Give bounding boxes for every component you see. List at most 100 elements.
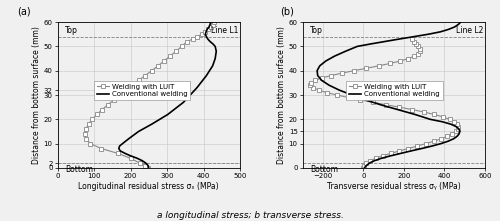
Text: (b): (b): [280, 6, 294, 16]
Conventional welding: [395, 108, 401, 111]
Text: Line L1: Line L1: [211, 27, 238, 36]
Welding with LUIT: [116, 94, 122, 96]
Conventional welding: [448, 123, 454, 126]
Welding with LUIT: [178, 45, 184, 48]
Welding with LUIT: [83, 128, 89, 130]
Y-axis label: Distance from bottom surface (mm): Distance from bottom surface (mm): [277, 26, 286, 164]
Text: Line L2: Line L2: [456, 27, 483, 36]
Conventional welding: [349, 94, 355, 96]
Conventional welding: [145, 164, 151, 167]
Conventional welding: [452, 26, 458, 28]
Welding with LUIT: [345, 96, 351, 99]
Welding with LUIT: [89, 118, 95, 121]
Welding with LUIT: [82, 133, 88, 135]
Conventional welding: [208, 21, 214, 23]
Welding with LUIT: [155, 65, 161, 67]
Welding with LUIT: [184, 40, 190, 43]
Welding with LUIT: [210, 21, 216, 23]
Conventional welding: [457, 130, 463, 133]
Conventional welding: [362, 167, 368, 169]
Welding with LUIT: [111, 99, 117, 101]
Welding with LUIT: [145, 167, 151, 169]
Welding with LUIT: [167, 55, 173, 57]
Welding with LUIT: [208, 26, 214, 28]
Conventional welding: [122, 152, 128, 155]
Conventional welding: [396, 38, 402, 40]
Conventional welding: [445, 140, 451, 143]
Conventional welding: [212, 57, 218, 60]
Conventional welding: [180, 101, 186, 104]
Welding with LUIT: [86, 123, 91, 126]
Conventional welding: [118, 150, 124, 152]
Conventional welding: [207, 40, 213, 43]
Conventional welding: [314, 69, 320, 72]
X-axis label: Longitudinal residual stress σₓ (MPa): Longitudinal residual stress σₓ (MPa): [78, 182, 219, 191]
Conventional welding: [323, 60, 329, 62]
Conventional welding: [210, 43, 216, 45]
Welding with LUIT: [414, 145, 420, 147]
Welding with LUIT: [148, 69, 154, 72]
Line: Welding with LUIT: Welding with LUIT: [83, 18, 216, 170]
Conventional welding: [388, 154, 394, 157]
Conventional welding: [398, 152, 404, 155]
Conventional welding: [120, 142, 126, 145]
Conventional welding: [454, 135, 460, 138]
Conventional welding: [408, 150, 414, 152]
Legend: Welding with LUIT, Conventional welding: Welding with LUIT, Conventional welding: [346, 81, 442, 100]
Conventional welding: [207, 23, 213, 26]
Welding with LUIT: [161, 60, 167, 62]
Welding with LUIT: [128, 157, 134, 160]
Welding with LUIT: [202, 30, 208, 33]
Conventional welding: [204, 35, 210, 38]
Welding with LUIT: [212, 18, 218, 21]
Conventional welding: [314, 74, 320, 77]
Conventional welding: [205, 38, 211, 40]
Welding with LUIT: [136, 162, 142, 164]
Welding with LUIT: [130, 84, 136, 87]
Conventional welding: [148, 123, 154, 126]
Conventional welding: [206, 26, 212, 28]
Conventional welding: [116, 147, 122, 150]
Conventional welding: [136, 130, 141, 133]
Welding with LUIT: [98, 147, 104, 150]
Conventional welding: [116, 145, 122, 147]
Welding with LUIT: [123, 89, 129, 91]
Conventional welding: [146, 167, 152, 169]
Conventional welding: [458, 21, 464, 23]
Conventional welding: [316, 65, 322, 67]
Line: Conventional welding: Conventional welding: [119, 22, 216, 168]
Conventional welding: [453, 125, 459, 128]
Conventional welding: [366, 162, 372, 164]
Welding with LUIT: [205, 28, 211, 31]
Conventional welding: [204, 74, 210, 77]
Conventional welding: [354, 45, 360, 48]
Text: a longitudinal stress; b transverse stress.: a longitudinal stress; b transverse stre…: [156, 211, 344, 220]
Welding with LUIT: [142, 164, 148, 167]
Welding with LUIT: [99, 108, 105, 111]
Text: Top: Top: [310, 26, 322, 35]
Conventional welding: [326, 84, 332, 87]
Conventional welding: [455, 23, 461, 26]
Conventional welding: [332, 55, 338, 57]
Conventional welding: [446, 28, 452, 31]
Conventional welding: [134, 157, 140, 160]
Conventional welding: [368, 43, 374, 45]
Conventional welding: [458, 18, 464, 21]
Welding with LUIT: [312, 79, 318, 82]
Welding with LUIT: [114, 152, 120, 155]
Conventional welding: [364, 164, 370, 167]
Conventional welding: [460, 16, 466, 19]
Text: (a): (a): [18, 6, 31, 16]
Conventional welding: [143, 162, 149, 164]
Conventional welding: [203, 30, 209, 33]
Conventional welding: [429, 145, 435, 147]
Conventional welding: [342, 50, 348, 53]
Conventional welding: [425, 33, 431, 36]
Conventional welding: [418, 147, 424, 150]
Welding with LUIT: [173, 50, 179, 53]
Conventional welding: [362, 99, 368, 101]
Conventional welding: [456, 128, 462, 130]
Conventional welding: [128, 154, 134, 157]
Welding with LUIT: [83, 137, 89, 140]
Welding with LUIT: [446, 118, 452, 121]
